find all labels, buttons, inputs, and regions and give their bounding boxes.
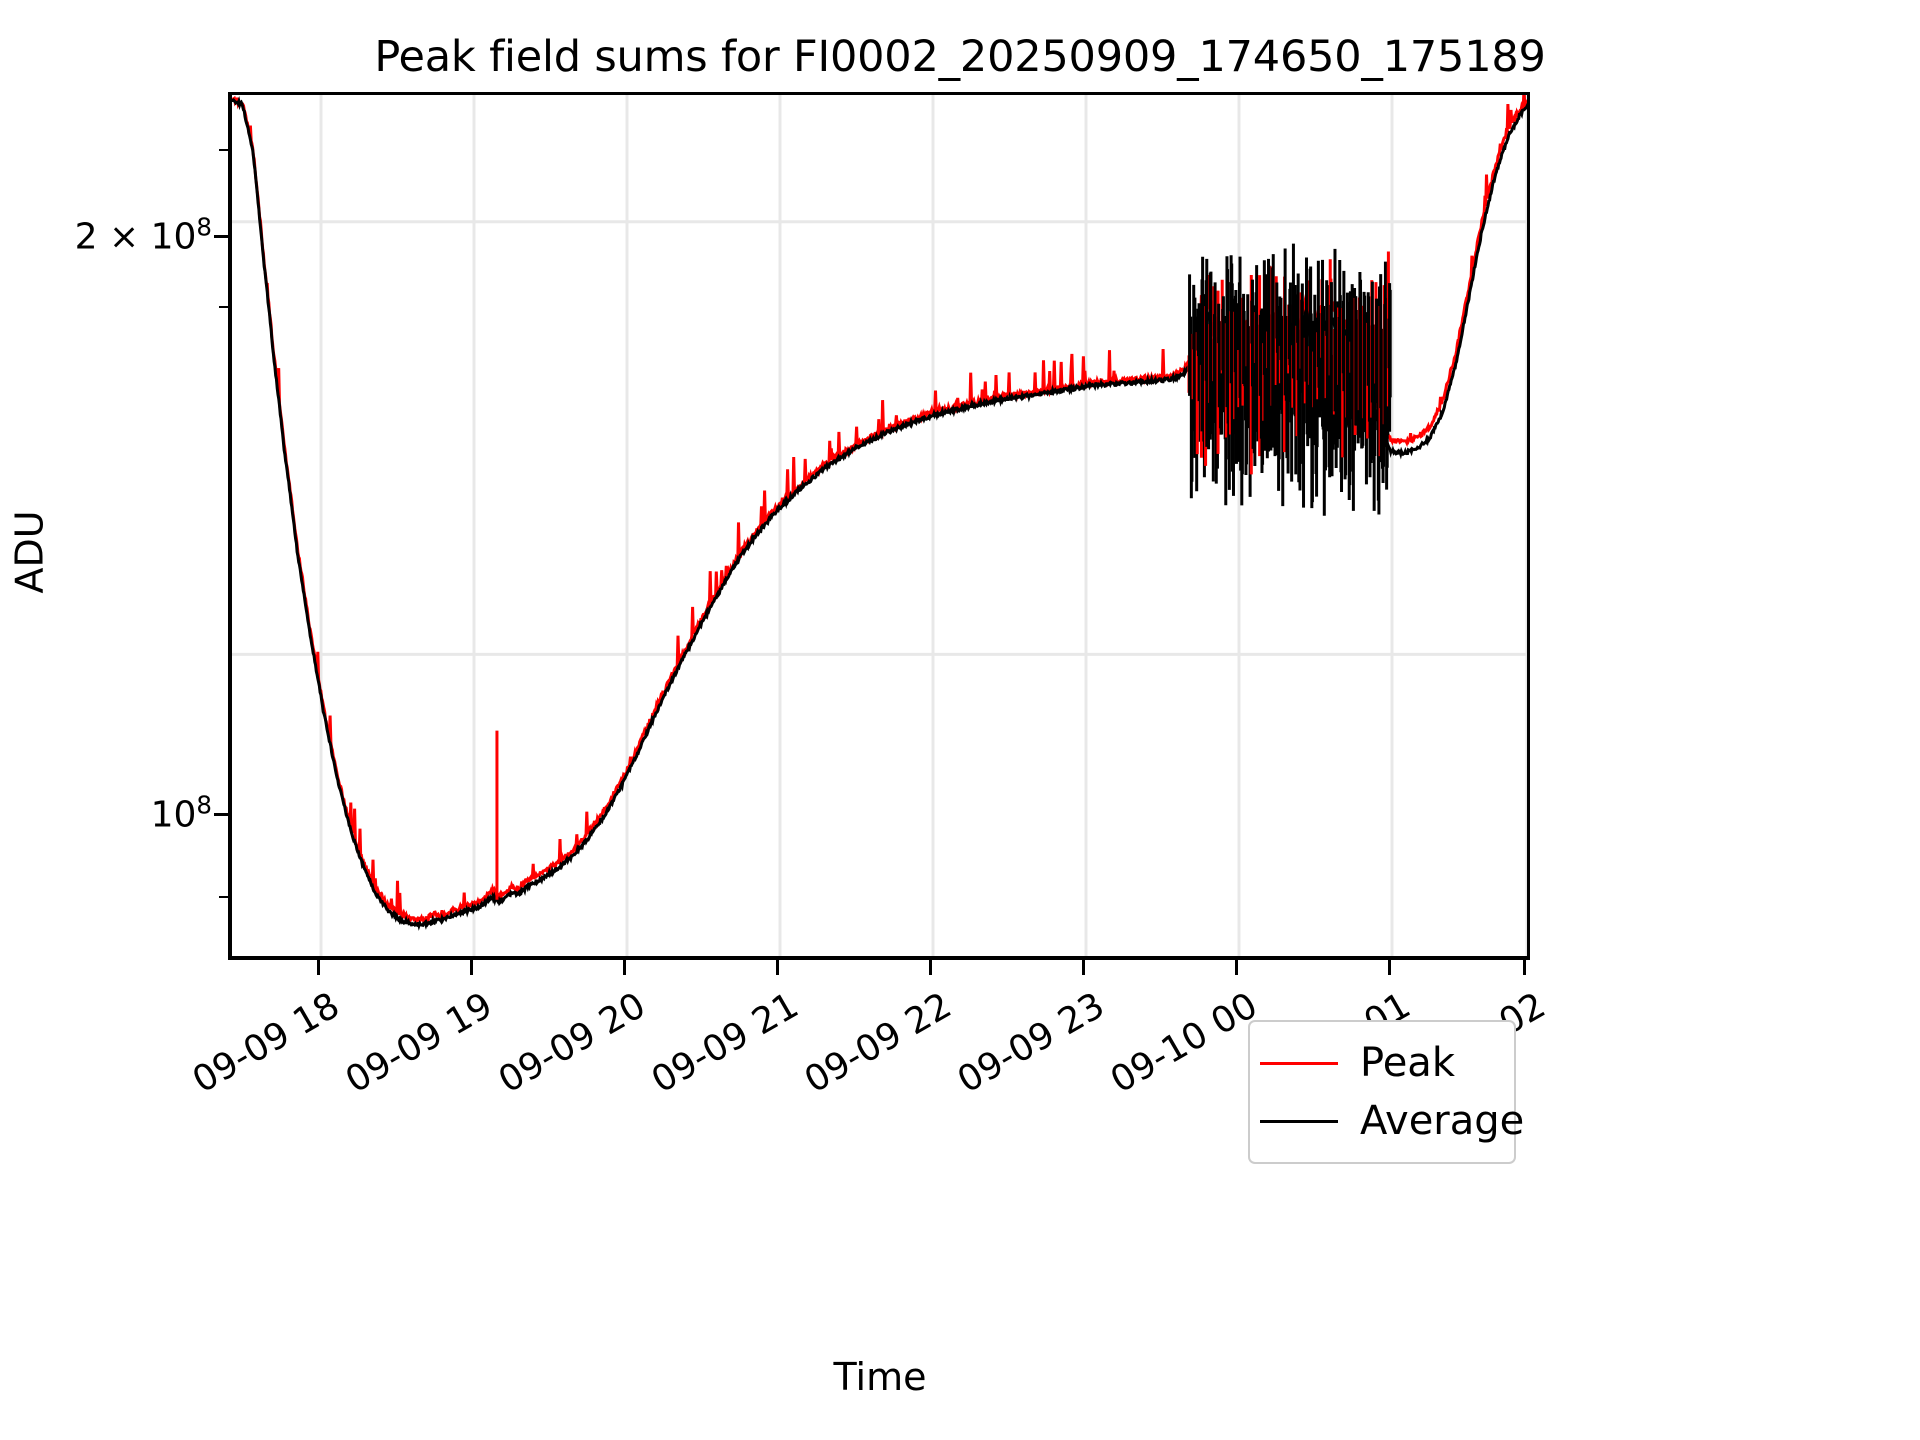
legend-line-icon-average bbox=[1260, 1119, 1338, 1123]
legend-line-icon-peak bbox=[1260, 1061, 1338, 1065]
x-axis-label: Time bbox=[833, 1355, 927, 1399]
y-minor-tick-2 bbox=[219, 306, 228, 308]
chart-legend: Peak Average bbox=[1248, 1020, 1524, 1164]
x-tick-mark-4 bbox=[929, 960, 932, 975]
y-axis-label: ADU bbox=[7, 510, 52, 594]
x-tick-mark-8 bbox=[1523, 960, 1526, 975]
x-tick-mark-5 bbox=[1082, 960, 1085, 975]
plot-canvas bbox=[232, 95, 1527, 956]
y-tick-label-2e8: 2 × 108 bbox=[74, 212, 212, 258]
data-series-layer bbox=[232, 95, 1527, 931]
x-tick-mark-0 bbox=[317, 960, 320, 975]
chart-title: Peak field sums for FI0002_20250909_1746… bbox=[374, 32, 1546, 82]
y-tick-label-1e8: 108 bbox=[150, 790, 212, 836]
gridlines bbox=[232, 95, 1527, 956]
legend-item-average: Average bbox=[1260, 1092, 1524, 1150]
noise-burst-region bbox=[1187, 243, 1392, 516]
legend-item-peak: Peak bbox=[1260, 1034, 1500, 1092]
legend-label-peak: Peak bbox=[1360, 1040, 1455, 1086]
x-tick-mark-3 bbox=[776, 960, 779, 975]
x-tick-mark-2 bbox=[623, 960, 626, 975]
y-tick-mark-2e8 bbox=[214, 235, 228, 238]
y-minor-tick-1 bbox=[219, 149, 228, 151]
series-line-average bbox=[232, 96, 1527, 931]
x-tick-mark-1 bbox=[470, 960, 473, 975]
x-tick-mark-6 bbox=[1235, 960, 1238, 975]
y-tick-mark-1e8 bbox=[214, 813, 228, 816]
plot-area bbox=[228, 92, 1530, 960]
legend-label-average: Average bbox=[1360, 1098, 1525, 1144]
x-tick-mark-7 bbox=[1388, 960, 1391, 975]
series-line-peak bbox=[232, 95, 1527, 926]
y-minor-tick-3 bbox=[219, 896, 228, 898]
